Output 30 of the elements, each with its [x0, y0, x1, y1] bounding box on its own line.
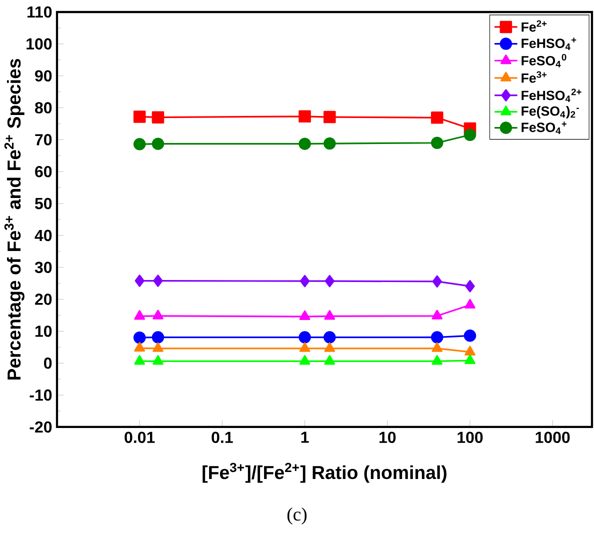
- y-tick-label: 110: [27, 6, 52, 18]
- y-axis-title: Percentage of Fe$^{3+}$ and Fe$^{2+}$ Species: [4, 58, 24, 380]
- legend-label: FeSO$_{4}$+: [522, 122, 567, 134]
- y-tick-label: 60: [35, 166, 52, 178]
- y-tick-label: 30: [34, 262, 52, 274]
- x-tick-label: 1: [301, 432, 309, 443]
- y-tick-label: 90: [35, 70, 52, 82]
- legend-label: Fe$^{2+}$: [522, 20, 547, 32]
- x-tick-label: 0.01: [124, 432, 155, 444]
- y-tick-label: 20: [35, 294, 52, 305]
- legend-label: FeHSO$_{4}$2+: [522, 88, 582, 102]
- legend-label: FeHSO$_{4}$+: [522, 38, 576, 50]
- y-tick-label: 40: [34, 230, 52, 242]
- x-tick-label: 0.1: [212, 432, 233, 444]
- y-tick-label: 70: [35, 134, 52, 146]
- x-tick-label: 100: [458, 432, 483, 444]
- legend-label: Fe$^{3+}$: [522, 71, 547, 83]
- text: (c): [287, 508, 307, 524]
- y-tick-label: 0: [44, 357, 52, 369]
- x-axis-title: [Fe$^{3+}$]/[Fe$^{2+}$] Ratio (nominal): [202, 462, 446, 483]
- y-tick-label: 50: [35, 198, 52, 210]
- x-tick-label: 1000: [536, 432, 570, 444]
- legend-label: FeSO$_{4}$0: [522, 54, 566, 68]
- y-tick-label: 80: [35, 102, 52, 114]
- y-tick-label: 10: [36, 326, 52, 337]
- x-tick-label: 10: [379, 432, 396, 444]
- legend-label: Fe(SO$_{4}$)$_{2}$-: [522, 106, 579, 118]
- y-tick-label: 100: [26, 38, 52, 50]
- y-tick-label: -10: [30, 389, 52, 401]
- y-tick-label: -20: [30, 421, 52, 433]
